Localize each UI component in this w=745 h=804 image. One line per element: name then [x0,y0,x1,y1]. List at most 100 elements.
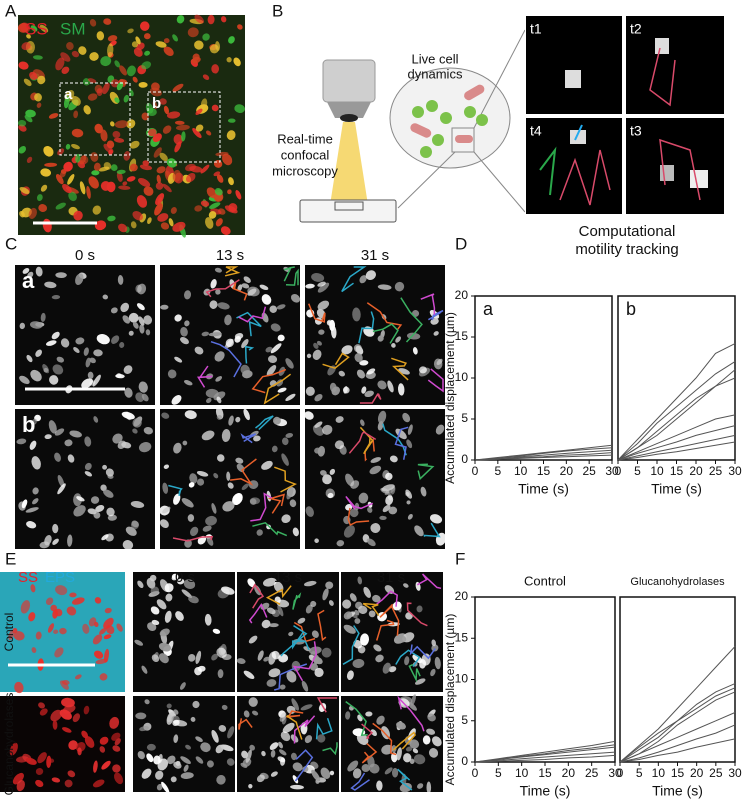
cell [105,468,114,477]
cell [147,217,152,225]
cell [224,314,232,326]
cell [28,207,37,219]
cell [40,184,48,192]
track [420,293,436,315]
cell [184,410,197,420]
cell [367,506,373,513]
cell [103,143,114,154]
cell [243,408,250,421]
cell [341,345,353,355]
cell [326,320,332,326]
cell [365,711,373,717]
track [406,602,428,627]
cell [377,421,384,431]
cell [112,764,121,773]
cell [290,293,301,303]
cell [402,412,411,423]
cell [241,339,249,349]
panel-label: D [455,234,467,253]
cell [346,670,354,681]
cell [394,281,405,292]
cell [67,454,75,463]
cell [155,41,167,48]
cell [127,28,134,34]
cell [247,288,257,296]
cell [213,473,219,479]
track [359,426,374,455]
data-line [474,444,613,461]
cell [305,386,315,396]
cell [188,595,199,604]
cell [377,335,384,342]
cell [183,290,192,300]
cell [147,108,157,117]
cell [138,316,145,326]
cell [151,654,160,663]
x-tick-label: 0 [615,464,622,478]
cell [427,713,436,722]
track [366,302,403,330]
cell [180,337,189,345]
track [392,731,416,751]
cell [175,124,190,131]
cell [184,320,190,327]
cell [69,592,77,598]
cell [144,50,151,56]
y-tick-label: 10 [455,370,469,384]
cell [216,647,227,658]
x-tick-label: 15 [670,464,684,478]
cell [215,289,221,295]
frame-label: t3 [630,123,642,139]
cell [365,270,376,281]
track [267,493,286,514]
cell [256,774,265,783]
cell [107,43,114,58]
cell [89,18,97,27]
cell [153,147,162,158]
cell [194,40,204,50]
x-tick-label: 5 [495,766,502,780]
cell [59,170,66,178]
cell [259,284,269,291]
cell [226,758,235,766]
cell [111,732,121,741]
cell [301,680,309,692]
cell [312,349,322,360]
cell [304,580,317,587]
cell [21,499,28,509]
time-label: 0 s [75,247,95,264]
track [316,697,337,713]
cell [253,435,261,442]
cell [45,340,57,346]
cell [268,668,281,678]
cell [100,129,108,142]
cell [180,326,188,337]
cell [121,411,135,420]
cell [329,382,337,393]
cell [40,168,52,177]
cell [205,217,214,229]
cell [160,304,169,310]
cell [172,221,186,232]
cell [18,146,27,154]
cell [265,346,273,353]
cell [161,781,170,794]
cell [86,185,91,199]
cell [88,176,99,189]
cell [185,744,191,750]
cell [227,726,235,739]
track [283,266,295,282]
cell [119,65,127,76]
cell [162,506,171,514]
cell [382,504,391,513]
cell [51,777,61,783]
chart-title: b [626,299,636,319]
cell [359,360,369,366]
cell [134,639,144,646]
cell [26,156,33,163]
cell [132,321,139,329]
cell [55,174,64,185]
cell [172,169,181,183]
cell [139,164,153,171]
chart-title: Control [524,573,566,588]
